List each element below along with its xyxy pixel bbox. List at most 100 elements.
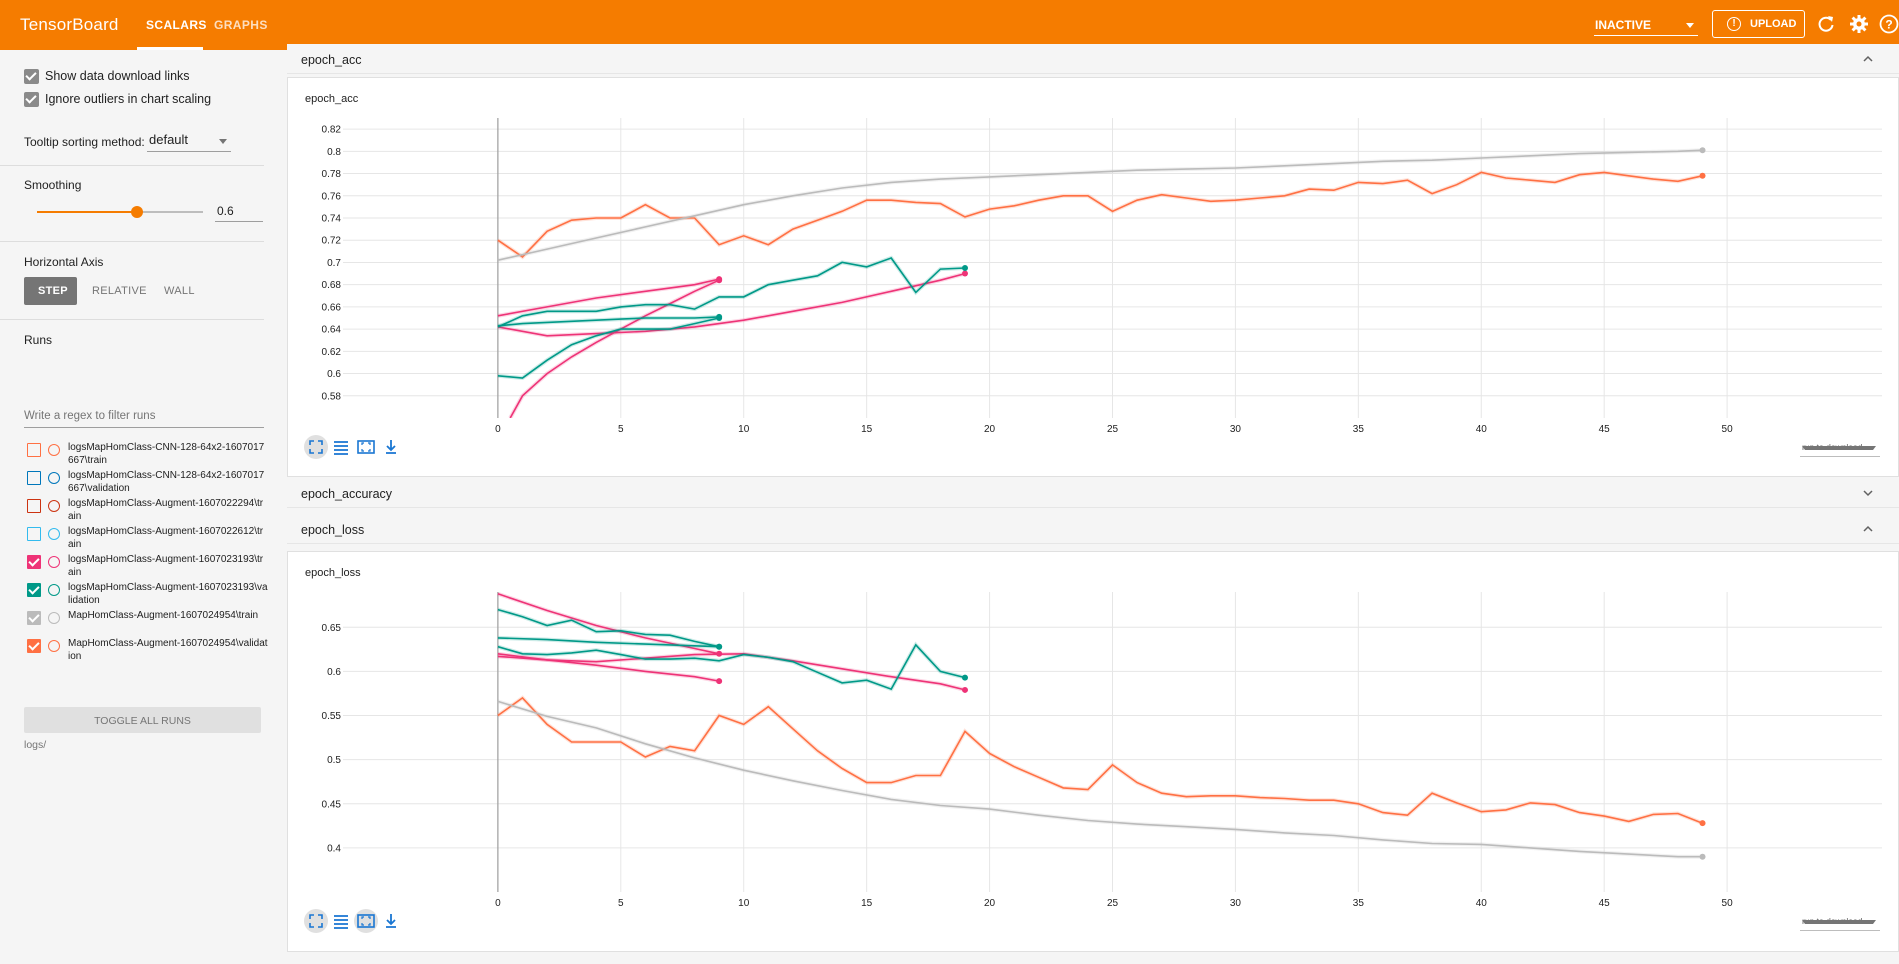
run-to-download-select[interactable]: run to download (1800, 439, 1880, 457)
series-line (497, 696, 1703, 824)
x-tick-label: 40 (1476, 898, 1488, 909)
svg-text:?: ? (1885, 18, 1892, 32)
run-radio[interactable] (48, 444, 60, 456)
ignore-outliers-checkbox[interactable] (24, 92, 39, 107)
settings-icon[interactable] (1849, 14, 1869, 34)
tab-scalars[interactable]: SCALARS (146, 18, 207, 32)
run-item[interactable]: logsMapHomClass-CNN-128-64x2-1607017667\… (24, 469, 274, 501)
help-icon[interactable]: ? (1879, 14, 1899, 34)
series-line (497, 643, 966, 691)
run-item[interactable]: MapHomClass-Augment-1607024954\train (24, 609, 274, 641)
series-endpoint (716, 277, 723, 284)
fit-domain-button[interactable] (304, 909, 328, 933)
toggle-all-runs-button[interactable]: TOGGLE ALL RUNS (24, 707, 261, 733)
chart-title: epoch_acc (305, 93, 359, 105)
download-icon (386, 914, 396, 928)
series-line (497, 149, 1703, 261)
runs-title: Runs (24, 333, 53, 347)
run-radio[interactable] (48, 500, 60, 512)
run-item[interactable]: MapHomClass-Augment-1607024954\validatio… (24, 637, 274, 669)
smoothing-slider[interactable] (37, 206, 203, 218)
run-checkbox[interactable] (27, 443, 41, 457)
y-tick-label: 0.78 (322, 169, 342, 180)
run-checkbox[interactable] (27, 583, 41, 597)
series-line (497, 317, 720, 379)
ignore-outliers-row[interactable]: Ignore outliers in chart scaling (24, 92, 264, 108)
run-name: logsMapHomClass-Augment-1607022294\train (68, 498, 264, 522)
axis-wall-button[interactable]: WALL (162, 277, 208, 305)
series-line (497, 653, 720, 682)
run-radio[interactable] (48, 584, 60, 596)
series-endpoint (1699, 172, 1706, 179)
tooltip-sorting-dropdown[interactable]: default (147, 130, 231, 152)
run-radio[interactable] (48, 556, 60, 568)
series-shadow (496, 695, 1704, 826)
axis-relative-button[interactable]: RELATIVE (88, 277, 158, 305)
run-name: MapHomClass-Augment-1607024954\validatio… (68, 638, 268, 662)
axis-step-label: STEP (38, 285, 68, 297)
chart-epoch-loss[interactable]: 0.4 0.45 0.5 0.55 0.6 0.65 0 5 10 15 20 25 30 35 40 45 5… (288, 552, 1899, 953)
series-endpoint (961, 686, 968, 693)
zoom-selection-button[interactable] (354, 435, 378, 459)
group-header-epoch-accuracy[interactable]: epoch_accuracy (287, 478, 1899, 508)
y-tick-label: 0.76 (322, 191, 342, 202)
group-title: epoch_acc (301, 53, 362, 67)
run-radio[interactable] (48, 472, 60, 484)
run-checkbox[interactable] (27, 527, 41, 541)
fit-domain-button[interactable] (304, 435, 328, 459)
y-tick-label: 0.45 (322, 799, 342, 810)
series-line (497, 171, 1703, 258)
run-checkbox[interactable] (27, 499, 41, 513)
run-radio[interactable] (48, 528, 60, 540)
run-to-download-select[interactable]: run to download (1800, 913, 1880, 931)
toggle-y-log-button[interactable] (329, 909, 353, 933)
x-tick-label: 10 (738, 424, 750, 435)
divider (0, 165, 264, 166)
run-name: logsMapHomClass-Augment-1607023193\valid… (68, 582, 268, 606)
series-line (497, 316, 720, 327)
y-tick-label: 0.65 (322, 623, 342, 634)
run-item[interactable]: logsMapHomClass-Augment-1607023193\train (24, 553, 274, 585)
tooltip-sorting-label: Tooltip sorting method: (24, 135, 145, 149)
show-download-links-checkbox[interactable] (24, 69, 39, 84)
smoothing-input[interactable]: 0.6 (215, 202, 263, 222)
active-tab-indicator (137, 47, 203, 50)
smoothing-value: 0.6 (217, 204, 234, 218)
run-checkbox[interactable] (27, 471, 41, 485)
toggle-y-log-button[interactable] (329, 435, 353, 459)
group-header-epoch-loss[interactable]: epoch_loss (287, 514, 1899, 544)
group-header-epoch-acc[interactable]: epoch_acc (287, 44, 1899, 74)
top-app-bar: TensorBoard SCALARS GRAPHS INACTIVE ! UP… (0, 0, 1899, 50)
run-item[interactable]: logsMapHomClass-Augment-1607022294\train (24, 497, 274, 529)
run-item[interactable]: logsMapHomClass-Augment-1607023193\valid… (24, 581, 274, 613)
run-item[interactable]: logsMapHomClass-Augment-1607022612\train (24, 525, 274, 557)
zoom-selection-button[interactable] (354, 909, 378, 933)
download-button[interactable] (379, 435, 403, 459)
y-tick-label: 0.4 (327, 843, 341, 854)
tab-graphs[interactable]: GRAPHS (214, 18, 268, 32)
series-endpoint (716, 678, 723, 685)
chart-epoch-acc[interactable]: 0.58 0.6 0.62 0.64 0.66 0.68 0.7 0.72 0.74 0.76 0.… (288, 78, 1899, 478)
axis-relative-label: RELATIVE (92, 285, 147, 297)
smoothing-slider-thumb[interactable] (130, 206, 143, 218)
run-checkbox[interactable] (27, 639, 41, 653)
download-button[interactable] (379, 909, 403, 933)
axis-step-button[interactable]: STEP (24, 277, 77, 305)
chevron-down-icon[interactable] (1861, 486, 1875, 500)
chevron-up-icon[interactable] (1861, 522, 1875, 536)
chevron-up-icon[interactable] (1861, 52, 1875, 66)
run-radio[interactable] (48, 612, 60, 624)
refresh-icon[interactable] (1816, 14, 1836, 34)
status-dropdown[interactable]: INACTIVE (1594, 14, 1698, 36)
show-download-links-row[interactable]: Show data download links (24, 69, 264, 85)
series-shadow (496, 170, 1703, 260)
upload-button[interactable]: ! UPLOAD (1712, 10, 1805, 38)
run-filter-input[interactable]: Write a regex to filter runs (24, 406, 264, 428)
smoothing-slider-fill (37, 211, 137, 213)
download-icon (386, 440, 396, 454)
run-radio[interactable] (48, 640, 60, 652)
run-checkbox[interactable] (27, 555, 41, 569)
run-item[interactable]: logsMapHomClass-CNN-128-64x2-1607017667\… (24, 441, 274, 473)
chart-card-epoch-loss: epoch_loss 0.4 0.45 0.5 0.55 0.6 0.65 0 5 10 15 20… (287, 551, 1899, 952)
run-checkbox[interactable] (27, 611, 41, 625)
